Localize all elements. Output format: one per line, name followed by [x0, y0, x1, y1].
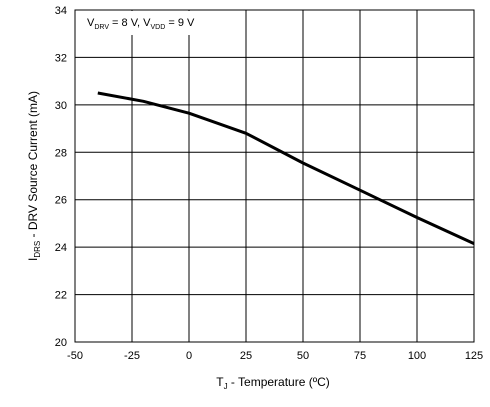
series-layer — [97, 91, 475, 245]
y-tick-label: 32 — [55, 52, 67, 64]
series-line — [97, 91, 475, 245]
x-tick-label: 0 — [186, 350, 192, 362]
x-tick-label: 125 — [465, 350, 483, 362]
annotation-box — [76, 11, 233, 35]
x-axis-label: TJ - Temperature (ºC) — [216, 375, 330, 391]
y-tick-label: 30 — [55, 100, 67, 112]
x-tick-label: 75 — [354, 350, 366, 362]
x-tick-label: -25 — [124, 350, 140, 362]
axis-ticks: -50 -25 0 25 50 75 100 125 20 22 24 26 28 30 32 34 — [55, 5, 483, 362]
grid — [75, 10, 474, 342]
y-axis-label: IDRS - DRV Source Current (mA) — [26, 91, 42, 261]
y-tick-label: 22 — [55, 290, 67, 302]
y-tick-label: 20 — [55, 337, 67, 349]
y-tick-label: 34 — [55, 5, 67, 17]
x-tick-label: -50 — [67, 350, 83, 362]
condition-annotation: VDRV = 8 V, VVDD = 9 V — [87, 17, 195, 31]
plot-frame — [74, 9, 475, 343]
x-tick-label: 50 — [297, 350, 309, 362]
y-tick-label: 24 — [55, 242, 67, 254]
x-tick-label: 100 — [408, 350, 426, 362]
x-tick-label: 25 — [240, 350, 252, 362]
y-tick-label: 28 — [55, 147, 67, 159]
y-tick-label: 26 — [55, 195, 67, 207]
